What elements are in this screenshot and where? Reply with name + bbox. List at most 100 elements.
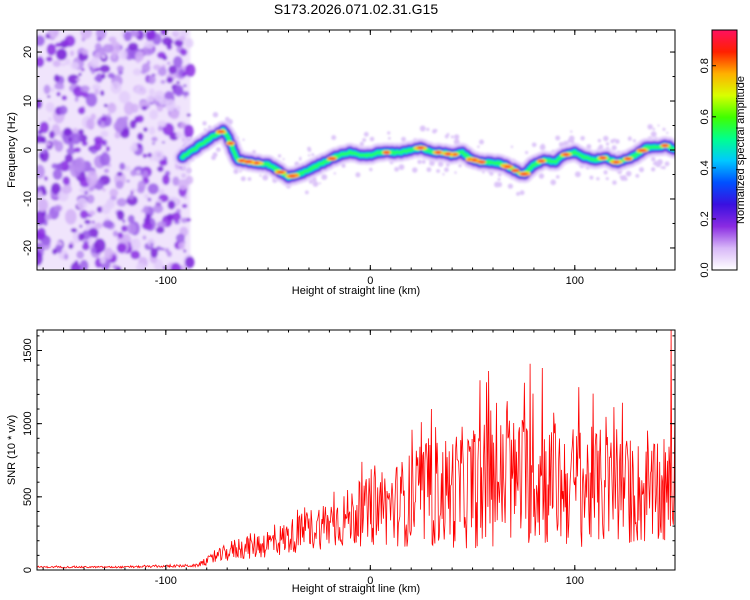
ridge-halo-speck: [510, 145, 514, 148]
ridge-halo-speck: [311, 153, 315, 157]
ridge-peak: [445, 152, 452, 156]
ridge-halo-speck: [262, 174, 269, 181]
noise-blob: [95, 73, 103, 83]
noise-region: [37, 30, 196, 270]
noise-blob: [45, 141, 51, 147]
noise-blob: [162, 174, 170, 186]
ridge-peak: [520, 172, 529, 176]
ridge-halo-speck: [442, 173, 445, 176]
ridge-halo-speck: [519, 190, 525, 196]
ridge-halo-speck: [450, 135, 454, 139]
ridge-peak: [417, 146, 424, 150]
ridge-halo-speck: [321, 174, 328, 181]
noise-blob: [146, 60, 151, 65]
ridge-halo-speck: [660, 166, 663, 169]
ridge-halo-speck: [277, 154, 282, 158]
ridge-halo-speck: [650, 167, 656, 172]
noise-blob: [175, 131, 183, 139]
figure-title: S173.2026.071.02.31.G15: [274, 1, 438, 17]
ridge-halo-speck: [412, 167, 418, 173]
noise-blob: [126, 223, 137, 235]
noise-blob: [127, 42, 139, 51]
noise-blob: [37, 250, 43, 266]
ridge-halo-speck: [598, 144, 604, 150]
ridge-halo-speck: [650, 131, 657, 138]
noise-blob: [158, 189, 165, 195]
noise-blob: [54, 82, 65, 90]
noise-blob: [172, 56, 183, 68]
noise-blob: [185, 63, 196, 77]
ridge-halo-speck: [635, 173, 640, 178]
noise-blob: [144, 40, 155, 49]
noise-blob: [174, 84, 184, 97]
noise-blob: [37, 191, 43, 197]
snr-panel: -100 0 100 0 500 1000 1500 Height of straight…: [6, 329, 676, 595]
noise-blob: [134, 85, 146, 95]
ridge-halo-speck: [359, 141, 364, 147]
noise-blob: [158, 159, 168, 167]
noise-blob: [103, 168, 110, 174]
ridge-peak: [624, 157, 632, 161]
noise-blob: [102, 43, 114, 54]
noise-blob: [106, 112, 111, 117]
noise-blob: [64, 58, 71, 66]
noise-blob: [178, 35, 186, 42]
noise-blob: [142, 153, 148, 159]
noise-blob: [108, 102, 115, 109]
noise-blob: [149, 158, 154, 161]
ridge-peak: [538, 159, 545, 163]
ridge-halo-speck: [426, 167, 432, 173]
noise-blob: [148, 88, 155, 96]
noise-blob: [135, 262, 146, 270]
ridge-band-6: [180, 128, 675, 180]
noise-blob: [86, 170, 98, 187]
spectrogram-y-tick-label: 10: [22, 95, 34, 107]
spectrogram-x-tick-label: -100: [155, 275, 177, 287]
ridge-halo-speck: [612, 180, 617, 185]
colorbar-frame: [711, 29, 738, 271]
noise-blob: [156, 198, 163, 204]
noise-blob: [143, 127, 148, 132]
ridge-halo-speck: [247, 177, 252, 181]
ridge-halo-speck: [541, 143, 545, 148]
ridge-halo-speck: [647, 124, 653, 130]
noise-blob: [78, 233, 85, 242]
noise-blob: [164, 247, 170, 254]
noise-blob: [178, 241, 186, 250]
noise-blob: [117, 232, 124, 239]
noise-blob: [186, 113, 191, 117]
noise-blob: [102, 188, 106, 192]
noise-blob: [151, 136, 158, 142]
ridge-halo-speck: [550, 179, 557, 186]
noise-blob: [37, 135, 45, 144]
noise-blob: [172, 176, 180, 186]
noise-blob: [37, 186, 42, 191]
noise-blob: [174, 30, 179, 35]
noise-blob: [68, 142, 74, 149]
ridge-halo-speck: [429, 160, 435, 166]
noise-blob: [160, 247, 165, 251]
ridge-halo-speck: [387, 131, 391, 135]
ridge-halo-speck: [652, 127, 656, 131]
ridge-halo-speck: [662, 166, 666, 170]
noise-blob: [79, 224, 83, 229]
noise-blob: [91, 69, 96, 75]
noise-blob: [146, 104, 151, 109]
ridge-halo-speck: [369, 167, 373, 172]
ridge-halo-speck: [611, 145, 617, 151]
noise-blob: [116, 65, 124, 72]
noise-blob: [126, 179, 130, 183]
noise-blob: [73, 147, 81, 153]
ridge-halo-speck: [212, 152, 218, 158]
noise-blob: [52, 168, 63, 180]
noise-blob: [170, 262, 182, 270]
ridge-peak: [327, 157, 337, 160]
noise-blob: [78, 129, 85, 135]
ridge-halo-speck: [436, 169, 441, 173]
noise-blob: [52, 139, 59, 146]
ridge-halo-speck: [312, 181, 319, 187]
snr-frame: [36, 329, 676, 571]
noise-blob: [56, 91, 61, 97]
noise-blob: [155, 226, 165, 234]
noise-blob: [70, 262, 81, 270]
